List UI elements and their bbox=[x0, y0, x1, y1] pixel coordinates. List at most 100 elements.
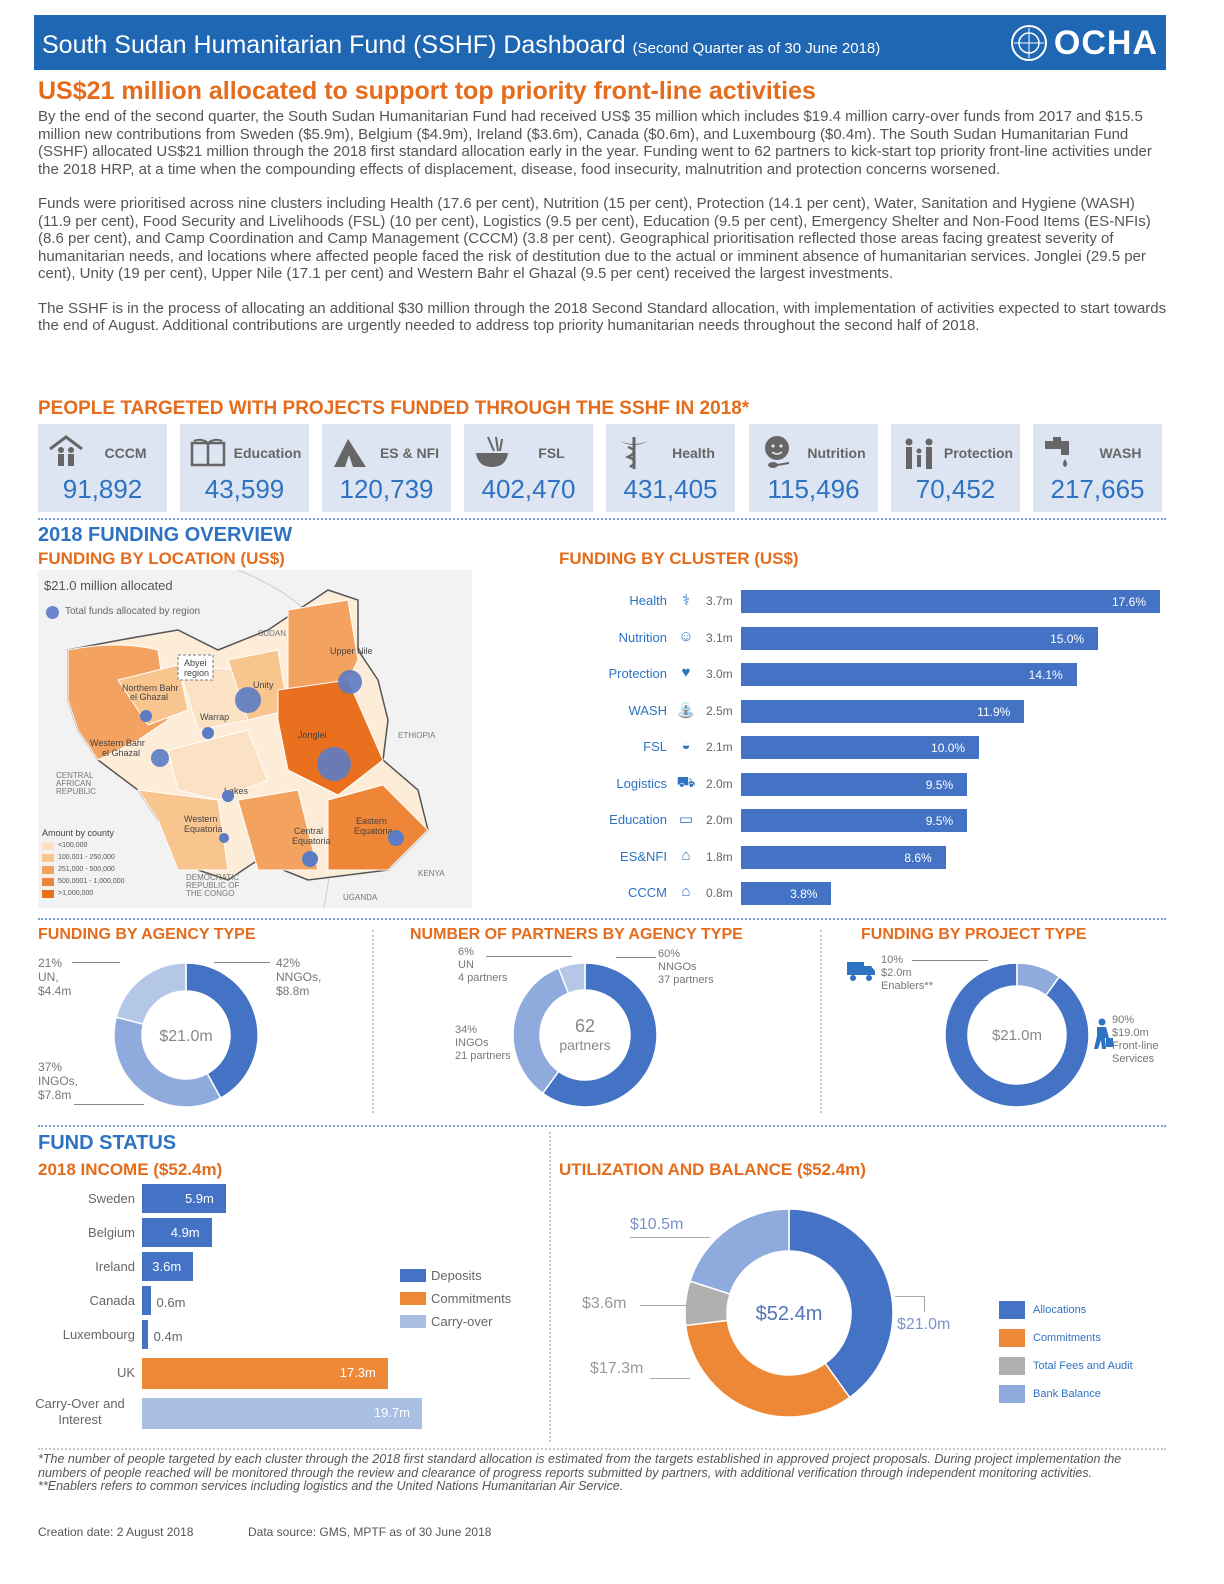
donut-slice-ingos bbox=[113, 1016, 222, 1108]
income-bar bbox=[142, 1398, 422, 1429]
legend-swatch bbox=[400, 1292, 426, 1305]
county-legend-item: 500,0001 - 1,000,000 bbox=[42, 876, 182, 887]
income-legend: Deposits Commitments Carry-over bbox=[400, 1264, 511, 1333]
card-health: Health 431,405 bbox=[606, 424, 735, 512]
data-source: Data source: GMS, MPTF as of 30 June 201… bbox=[248, 1525, 492, 1539]
label-line: 6% bbox=[458, 946, 474, 958]
cluster-label: FSL bbox=[643, 739, 667, 754]
label-line: 60% bbox=[658, 948, 681, 960]
income-bar-value: 17.3m bbox=[339, 1365, 376, 1380]
cluster-label: CCCM bbox=[628, 885, 667, 900]
bubble-ceq bbox=[302, 851, 318, 867]
donut-slice-un bbox=[115, 962, 187, 1025]
label-line: UN, bbox=[38, 970, 59, 984]
bubble-warrap bbox=[202, 727, 214, 739]
util-label-fees: $3.6m bbox=[582, 1295, 627, 1312]
cluster-bar-value: 15.0% bbox=[1050, 631, 1085, 646]
donut-center-count: 62 bbox=[575, 1016, 595, 1036]
income-bar-value: 0.4m bbox=[153, 1329, 183, 1344]
bubble-jonglei bbox=[317, 747, 351, 781]
footnote-2: **Enablers refers to common services inc… bbox=[38, 1479, 624, 1493]
cluster-icon: ⌂ bbox=[681, 846, 691, 864]
legend-label: Deposits bbox=[431, 1268, 482, 1283]
label-line: INGOs bbox=[455, 1037, 489, 1049]
leader-line bbox=[912, 960, 988, 961]
project-title: FUNDING BY PROJECT TYPE bbox=[861, 926, 1087, 943]
label-line: UN bbox=[458, 959, 474, 971]
family-shelter-icon bbox=[49, 435, 83, 466]
label-unity: Unity bbox=[253, 680, 274, 690]
legend-swatch bbox=[999, 1357, 1025, 1375]
card-value: 402,470 bbox=[481, 474, 576, 504]
cluster-bar-value: 9.5% bbox=[925, 814, 954, 828]
label-ethiopia: ETHIOPIA bbox=[398, 731, 436, 740]
label-car-2: AFRICAN bbox=[56, 779, 91, 788]
leader-line bbox=[630, 1237, 710, 1238]
legend-item-fees: Total Fees and Audit bbox=[999, 1352, 1133, 1380]
legend-total-label: Total funds allocated by region bbox=[65, 606, 201, 617]
county-legend-title: Amount by county bbox=[42, 828, 115, 838]
income-bar bbox=[142, 1286, 151, 1315]
donut-slice-commitments bbox=[684, 1319, 851, 1418]
legend-label: Total Fees and Audit bbox=[1033, 1360, 1133, 1372]
region-eeq bbox=[327, 784, 429, 871]
utilization-legend: Allocations Commitments Total Fees and A… bbox=[999, 1296, 1133, 1408]
cluster-bar-value: 10.0% bbox=[931, 741, 966, 755]
card-label: FSL bbox=[538, 445, 565, 461]
cluster-icon: ☺ bbox=[678, 627, 694, 645]
un-emblem-icon bbox=[1010, 25, 1047, 61]
label-line: $7.8m bbox=[38, 1088, 72, 1102]
cluster-amount: 3.7m bbox=[706, 594, 733, 608]
subtitle-text: (Second Quarter as of 30 June 2018) bbox=[632, 40, 881, 57]
donut-center-label: $21.0m bbox=[992, 1027, 1042, 1044]
cluster-amount: 3.0m bbox=[706, 667, 733, 681]
ocha-wordmark: OCHA bbox=[1053, 23, 1158, 62]
region-nbeg bbox=[117, 664, 189, 726]
label-line: 90% bbox=[1112, 1014, 1135, 1026]
cluster-bar-chart: Health ⚕ 3.7m 17.6% Nutrition ☺ 3.1m 15.0% Prote… bbox=[559, 585, 1166, 910]
income-label: Canada bbox=[89, 1293, 135, 1308]
cluster-amount: 2.0m bbox=[706, 813, 733, 827]
region-weq bbox=[136, 789, 229, 871]
card-value: 120,739 bbox=[339, 474, 434, 504]
intro-text: By the end of the second quarter, the So… bbox=[38, 108, 1168, 352]
partners-title: NUMBER OF PARTNERS BY AGENCY TYPE bbox=[410, 926, 743, 943]
agency-label-un: 21% UN, $4.4m bbox=[38, 956, 71, 998]
cluster-bar-value: 11.9% bbox=[977, 704, 1011, 719]
cluster-icon: ♥ bbox=[681, 664, 691, 681]
label-kenya: KENYA bbox=[418, 869, 445, 878]
leader-line bbox=[214, 962, 270, 963]
income-bar bbox=[142, 1358, 388, 1389]
legend-swatch bbox=[999, 1329, 1025, 1347]
legend-swatch bbox=[42, 889, 54, 898]
region-fund-bubbles bbox=[140, 670, 404, 867]
label-wbeg-2: el Ghazal bbox=[102, 748, 140, 758]
label-line: NNGOs, bbox=[276, 970, 322, 984]
income-bar-value: 4.9m bbox=[170, 1225, 200, 1240]
legend-swatch bbox=[400, 1269, 426, 1282]
bubble-wbeg bbox=[151, 749, 169, 767]
card-label: Education bbox=[233, 445, 302, 461]
tent-icon bbox=[334, 439, 366, 467]
legend-label: Commitments bbox=[431, 1291, 512, 1306]
county-legend-item: <100,000 bbox=[42, 840, 182, 851]
donut-slice-front-line-services bbox=[944, 962, 1090, 1108]
county-legend: <100,000 100,001 - 250,000 251,000 - 500… bbox=[42, 840, 182, 900]
cluster-amount: 2.1m bbox=[706, 740, 733, 754]
label-ceq-1: Central bbox=[294, 826, 323, 836]
label-drc-3: THE CONGO bbox=[186, 889, 234, 898]
cluster-icon: ⛲ bbox=[676, 701, 696, 719]
agency-donut: $21.0m bbox=[113, 962, 259, 1108]
paragraph-1: By the end of the second quarter, the So… bbox=[38, 108, 1152, 178]
label-warrap: Warrap bbox=[200, 712, 229, 722]
income-bar bbox=[142, 1252, 194, 1281]
divider bbox=[38, 918, 1166, 920]
page-title: South Sudan Humanitarian Fund (SSHF) Das… bbox=[42, 31, 880, 60]
legend-item-carryover: Carry-over bbox=[400, 1310, 511, 1333]
people-targeted-title: PEOPLE TARGETED WITH PROJECTS FUNDED THR… bbox=[38, 398, 750, 419]
cluster-bar-value: 8.6% bbox=[904, 850, 932, 865]
bubble-weq bbox=[219, 833, 229, 843]
cluster-chart-title: FUNDING BY CLUSTER (US$) bbox=[559, 549, 799, 568]
income-bar-value: 3.6m bbox=[152, 1259, 182, 1274]
